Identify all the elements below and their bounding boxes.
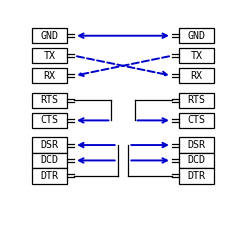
- Text: TX: TX: [191, 51, 203, 61]
- Text: RX: RX: [43, 71, 55, 81]
- Bar: [31, 153, 67, 168]
- Text: RTS: RTS: [188, 95, 206, 105]
- Text: DSR: DSR: [40, 140, 58, 150]
- Bar: [31, 168, 67, 184]
- Bar: [179, 137, 215, 153]
- Bar: [179, 93, 215, 108]
- Bar: [31, 137, 67, 153]
- Text: GND: GND: [188, 31, 206, 41]
- Text: GND: GND: [40, 31, 58, 41]
- Text: RX: RX: [191, 71, 203, 81]
- Text: DCD: DCD: [188, 155, 206, 165]
- Bar: [31, 113, 67, 128]
- Bar: [31, 28, 67, 43]
- Bar: [179, 113, 215, 128]
- Text: DTR: DTR: [40, 171, 58, 181]
- Bar: [179, 28, 215, 43]
- Text: DSR: DSR: [188, 140, 206, 150]
- Bar: [31, 48, 67, 63]
- Bar: [31, 68, 67, 84]
- Bar: [179, 68, 215, 84]
- Text: CTS: CTS: [40, 115, 58, 125]
- Bar: [179, 168, 215, 184]
- Bar: [179, 48, 215, 63]
- Bar: [31, 93, 67, 108]
- Text: TX: TX: [43, 51, 55, 61]
- Text: RTS: RTS: [40, 95, 58, 105]
- Text: CTS: CTS: [188, 115, 206, 125]
- Text: DTR: DTR: [188, 171, 206, 181]
- Bar: [179, 153, 215, 168]
- Text: DCD: DCD: [40, 155, 58, 165]
